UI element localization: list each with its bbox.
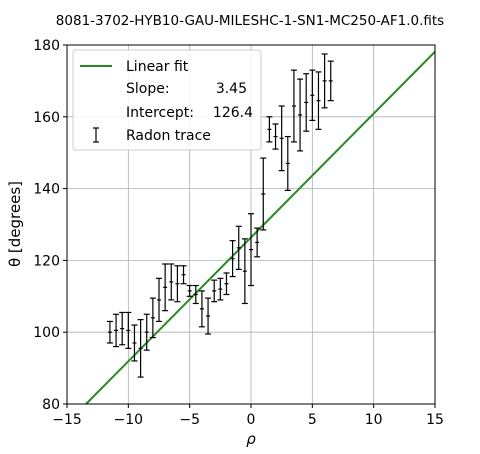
radon-trace-point	[260, 157, 267, 231]
chart-title: 8081-3702-HYB10-GAU-MILESHC-1-SN1-MC250-…	[56, 13, 444, 29]
radon-trace-point	[205, 297, 212, 335]
radon-trace-point	[174, 265, 181, 303]
radon-trace-point	[119, 311, 126, 346]
radon-trace-point	[168, 263, 175, 301]
legend-fit-label: Linear fit	[126, 59, 189, 75]
radon-trace-point	[198, 290, 205, 328]
y-tick-label: 120	[33, 253, 60, 269]
fit-line-group	[85, 50, 436, 405]
radon-trace-point	[113, 313, 120, 348]
x-tick-label: 5	[308, 412, 317, 428]
legend-trace-label: Radon trace	[126, 128, 211, 144]
legend-box	[72, 49, 262, 151]
radon-trace-point	[321, 53, 328, 109]
radon-trace-point	[309, 69, 316, 121]
legend-slope-value: 3.45	[216, 81, 247, 97]
radon-trace-point	[241, 238, 248, 305]
legend-intercept-label: Intercept:	[126, 105, 194, 121]
x-tick-label: 15	[426, 412, 444, 428]
radon-trace-point	[278, 105, 285, 172]
x-tick-label: 0	[247, 412, 256, 428]
radon-trace-point	[192, 284, 199, 305]
radon-trace-point	[235, 225, 242, 270]
x-axis-label: ρ	[246, 430, 256, 448]
y-tick-label: 80	[42, 397, 60, 413]
radon-trace-point	[272, 123, 279, 150]
radon-trace-points	[106, 53, 334, 378]
radon-trace-point	[327, 60, 334, 102]
x-tick-label: 10	[365, 412, 383, 428]
y-tick-label: 100	[33, 325, 60, 341]
legend-intercept-value: 126.4	[213, 105, 253, 121]
x-tick-label: −5	[179, 412, 200, 428]
radon-trace-point	[297, 78, 304, 152]
radon-trace-point	[211, 279, 218, 303]
radon-trace-point	[284, 135, 291, 191]
radon-trace-point	[303, 73, 310, 132]
radon-trace-point	[223, 272, 230, 296]
radon-trace-point	[125, 311, 132, 349]
legend-trace-swatch	[93, 127, 99, 143]
radon-trace-point	[266, 116, 273, 143]
radon-trace-point	[180, 265, 187, 285]
legend: Linear fit Slope: 3.45 Intercept: 126.4 …	[72, 49, 262, 151]
x-ticks: −15 −10 −5 0 5 10 15	[52, 404, 444, 428]
radon-trace-point	[143, 313, 150, 351]
legend-slope-label: Slope:	[126, 81, 170, 97]
radon-trace-point	[106, 320, 113, 344]
radon-trace-point	[254, 227, 261, 258]
radon-trace-point	[290, 69, 297, 143]
radon-trace-point	[162, 263, 169, 312]
y-axis-label: θ [degrees]	[6, 181, 24, 267]
radon-trace-point	[131, 324, 138, 362]
y-tick-label: 180	[33, 38, 60, 54]
radon-trace-point	[229, 240, 236, 278]
linear-fit-line	[85, 50, 436, 405]
y-tick-label: 140	[33, 182, 60, 198]
radon-trace-point	[315, 71, 322, 130]
y-tick-label: 160	[33, 110, 60, 126]
y-ticks: 80 100 120 140 160 180	[33, 38, 67, 413]
radon-trace-point	[248, 213, 254, 287]
radon-trace-point	[186, 284, 193, 297]
radon-trace-point	[149, 297, 156, 339]
radon-trace-point	[137, 319, 144, 378]
radon-trace-point	[156, 277, 162, 323]
radon-trace-point	[217, 277, 224, 301]
x-tick-label: −10	[114, 412, 144, 428]
x-tick-label: −15	[52, 412, 82, 428]
